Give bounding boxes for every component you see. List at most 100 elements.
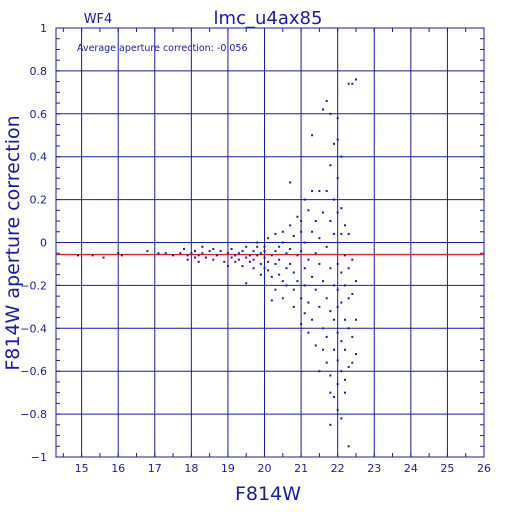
- x-tick-label: 19: [221, 462, 235, 475]
- data-point: [336, 138, 339, 141]
- data-point: [333, 232, 336, 235]
- data-point: [336, 211, 339, 214]
- data-point: [347, 327, 350, 330]
- data-point: [263, 267, 266, 270]
- data-point: [285, 267, 288, 270]
- data-point: [241, 265, 244, 268]
- data-point: [322, 211, 325, 214]
- data-point: [329, 220, 332, 223]
- data-point: [186, 254, 189, 257]
- data-point: [274, 262, 277, 265]
- data-point: [230, 247, 233, 250]
- data-point: [270, 254, 273, 257]
- data-point: [270, 275, 273, 278]
- panel-label: WF4: [84, 12, 113, 27]
- data-point: [354, 78, 357, 81]
- data-point: [157, 252, 160, 255]
- y-tick-label: −0.2: [20, 279, 47, 292]
- data-point: [351, 335, 354, 338]
- data-point: [252, 250, 255, 253]
- data-point: [281, 297, 284, 300]
- data-point: [241, 250, 244, 253]
- data-point: [340, 155, 343, 158]
- data-point: [164, 252, 167, 255]
- data-point: [340, 271, 343, 274]
- y-tick-label: −0.8: [20, 408, 47, 421]
- x-tick-label: 24: [404, 462, 418, 475]
- data-point: [289, 181, 292, 184]
- data-points: [76, 78, 357, 448]
- data-point: [336, 331, 339, 334]
- data-point: [259, 262, 262, 265]
- x-tick-label: 22: [331, 462, 345, 475]
- data-point: [347, 365, 350, 368]
- y-tick-label: 0: [40, 237, 47, 250]
- data-point: [289, 262, 292, 265]
- data-point: [354, 353, 357, 356]
- data-point: [329, 374, 332, 377]
- average-correction-annotation: Average aperture correction: -0.056: [77, 43, 248, 54]
- data-point: [351, 258, 354, 261]
- data-point: [322, 348, 325, 351]
- data-point: [194, 250, 197, 253]
- data-point: [212, 258, 215, 261]
- data-point: [314, 288, 317, 291]
- data-point: [347, 267, 350, 270]
- data-point: [329, 164, 332, 167]
- data-point: [325, 245, 328, 248]
- data-point: [201, 252, 204, 255]
- data-point: [311, 318, 314, 321]
- plot-frame: [55, 27, 485, 458]
- data-point: [120, 254, 123, 257]
- data-point: [102, 256, 105, 259]
- data-point: [212, 247, 215, 250]
- data-point: [322, 327, 325, 330]
- data-point: [307, 258, 310, 261]
- data-point: [289, 247, 292, 250]
- data-point: [278, 273, 281, 276]
- data-point: [117, 252, 120, 255]
- data-point: [146, 250, 149, 253]
- data-point: [354, 318, 357, 321]
- data-point: [347, 297, 350, 300]
- data-point: [285, 252, 288, 255]
- data-point: [263, 245, 266, 248]
- data-point: [197, 260, 200, 263]
- data-point: [333, 142, 336, 145]
- data-point: [204, 256, 207, 259]
- data-point: [215, 254, 218, 257]
- x-axis-title: F814W: [235, 483, 301, 505]
- data-point: [336, 241, 339, 244]
- data-point: [179, 252, 182, 255]
- data-point: [314, 252, 317, 255]
- data-point: [311, 134, 314, 137]
- data-point: [91, 254, 94, 257]
- x-tick-label: 25: [440, 462, 454, 475]
- data-point: [278, 258, 281, 261]
- x-tick-label: 17: [148, 462, 162, 475]
- data-point: [311, 190, 314, 193]
- data-point: [303, 312, 306, 315]
- data-point: [274, 232, 277, 235]
- data-point: [285, 284, 288, 287]
- data-point: [314, 344, 317, 347]
- y-tick-labels: −1 −0.8 −0.6 −0.4 −0.2 0 0.2 0.4 0.6 0.8 1: [20, 22, 47, 464]
- data-point: [267, 260, 270, 263]
- data-point: [333, 395, 336, 398]
- data-point: [329, 423, 332, 426]
- data-point: [343, 378, 346, 381]
- data-point: [237, 258, 240, 261]
- data-point: [223, 260, 226, 263]
- data-point: [318, 305, 321, 308]
- y-tick-label: −0.6: [20, 365, 47, 378]
- data-point: [336, 383, 339, 386]
- data-point: [336, 177, 339, 180]
- data-point: [340, 301, 343, 304]
- data-point: [336, 359, 339, 362]
- y-tick-label: 0.8: [30, 65, 48, 78]
- data-point: [234, 254, 237, 257]
- data-point: [256, 241, 259, 244]
- data-point: [186, 258, 189, 261]
- data-point: [322, 280, 325, 283]
- data-point: [336, 408, 339, 411]
